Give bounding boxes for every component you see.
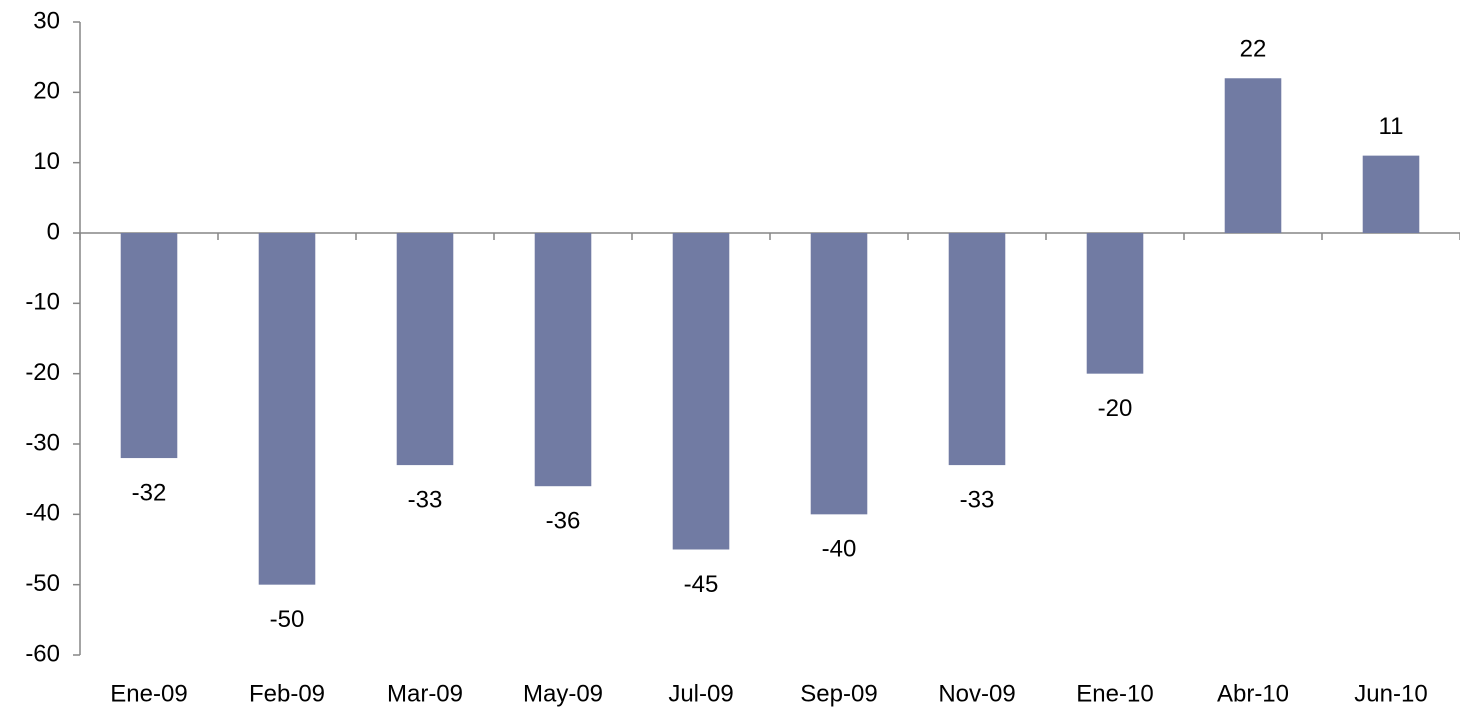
y-tick-label: 30 [33,7,60,34]
data-label: -50 [270,606,305,633]
bar [1224,78,1282,234]
x-tick-label: Jun-10 [1354,680,1427,707]
bar [120,233,178,459]
data-label: -45 [684,571,719,598]
bar [258,233,316,585]
y-tick-label: 10 [33,148,60,175]
data-label: -33 [960,486,995,513]
bar [396,233,454,466]
data-label: -20 [1098,395,1133,422]
data-label: -40 [822,536,857,563]
x-tick-label: Sep-09 [800,680,877,707]
y-tick-label: -40 [25,500,60,527]
y-tick-label: -10 [25,289,60,316]
bar [810,233,868,515]
data-label: -36 [546,508,581,535]
data-label: -32 [132,479,167,506]
x-tick-label: Ene-09 [110,680,187,707]
bar [1086,233,1144,374]
bar [534,233,592,487]
x-tick-label: Abr-10 [1217,680,1289,707]
x-tick-label: Jul-09 [668,680,733,707]
x-tick-label: Ene-10 [1076,680,1153,707]
data-label: 11 [1379,113,1404,140]
x-tick-label: Feb-09 [249,680,325,707]
y-tick-label: -60 [25,640,60,667]
x-tick-label: May-09 [523,680,603,707]
y-tick-label: -30 [25,429,60,456]
y-tick-label: 20 [33,78,60,105]
x-tick-label: Mar-09 [387,680,463,707]
data-label: -33 [408,486,443,513]
bar [672,233,730,550]
x-tick-label: Nov-09 [938,680,1015,707]
y-tick-label: -50 [25,570,60,597]
data-label: 22 [1240,36,1267,63]
bar [948,233,1006,466]
y-tick-label: 0 [47,218,60,245]
y-tick-label: -20 [25,359,60,386]
bar [1362,155,1420,233]
